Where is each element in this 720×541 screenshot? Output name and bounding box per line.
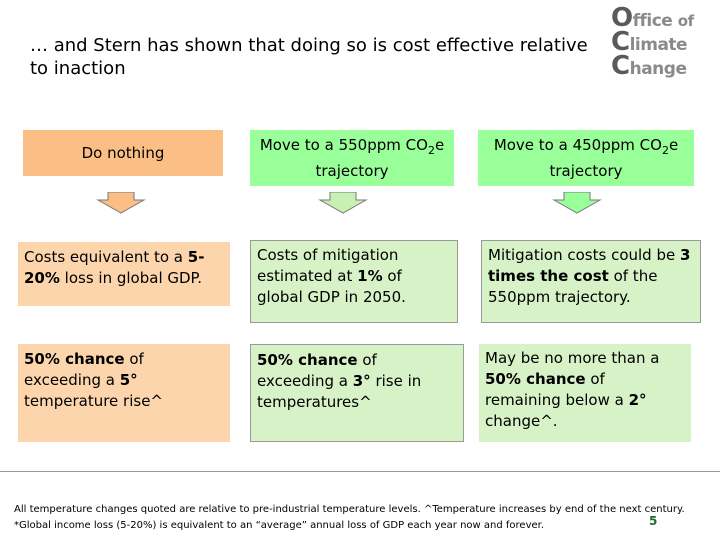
450ppm-cost-box: Mitigation costs could be 3 times the co… (481, 240, 701, 323)
do-nothing-cost-box: Costs equivalent to a 5-20% loss in glob… (18, 242, 230, 306)
down-arrow-icon (318, 192, 368, 214)
450ppm-risk-box: May be no more than a 50% chance of rema… (479, 344, 691, 442)
do-nothing-risk-box: 50% chance of exceeding a 5° temperature… (18, 344, 230, 442)
550ppm-risk-box: 50% chance of exceeding a 3° rise in tem… (250, 344, 464, 442)
footer-rule (0, 471, 720, 541)
down-arrow-icon (96, 192, 146, 214)
slide-title: … and Stern has shown that doing so is c… (30, 35, 588, 79)
header-550ppm: Move to a 550ppm CO2e trajectory (250, 130, 454, 186)
footnote-gdp: *Global income loss (5-20%) is equivalen… (14, 520, 545, 531)
550ppm-cost-box: Costs of mitigation estimated at 1% of g… (250, 240, 458, 323)
page-number: 5 (649, 514, 658, 528)
header-do-nothing: Do nothing (23, 130, 223, 176)
office-of-climate-change-logo: Office of Climate Change (611, 3, 694, 81)
down-arrow-icon (552, 192, 602, 214)
footnote-temperature: All temperature changes quoted are relat… (14, 504, 685, 515)
header-450ppm: Move to a 450ppm CO2e trajectory (478, 130, 694, 186)
